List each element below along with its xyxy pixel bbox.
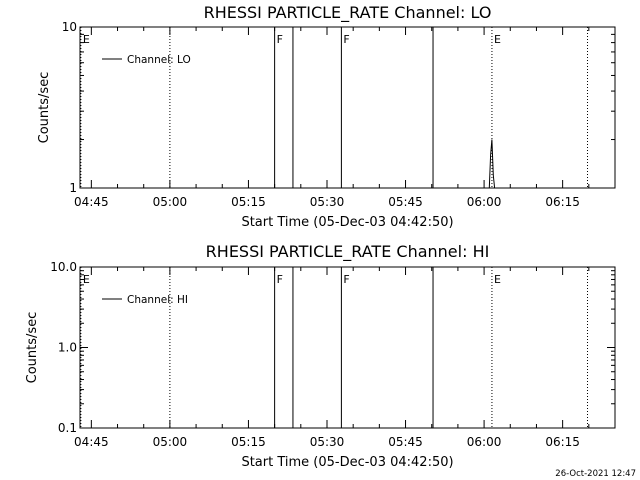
- event-marker-label: E: [83, 33, 90, 46]
- y-tick-label: 10: [62, 20, 77, 34]
- x-tick-label: 05:45: [388, 195, 423, 209]
- x-tick-label: 06:15: [545, 435, 580, 449]
- x-tick-label: 05:30: [310, 195, 345, 209]
- x-tick-label: 05:00: [153, 435, 188, 449]
- y-tick-label: 0.1: [58, 421, 77, 435]
- chart-title: RHESSI PARTICLE_RATE Channel: LO: [204, 3, 492, 23]
- event-marker-label: E: [494, 273, 501, 286]
- y-axis-label: Counts/sec: [37, 72, 52, 144]
- x-tick-label: 05:15: [231, 435, 266, 449]
- plot-timestamp: 26-Oct-2021 12:47: [555, 469, 636, 479]
- series-line: [488, 139, 496, 189]
- chart-title: RHESSI PARTICLE_RATE Channel: HI: [206, 242, 490, 262]
- x-tick-label: 05:45: [388, 435, 423, 449]
- y-tick-label: 1.0: [58, 341, 77, 355]
- x-tick-label: 05:30: [310, 435, 345, 449]
- x-tick-label: 04:45: [74, 435, 109, 449]
- y-tick-label: 1: [69, 181, 77, 195]
- y-axis-label: Counts/sec: [25, 312, 40, 384]
- x-tick-label: 05:00: [153, 195, 188, 209]
- x-tick-label: 05:15: [231, 195, 266, 209]
- event-marker-label: E: [83, 273, 90, 286]
- plot-frame: [79, 266, 616, 429]
- x-axis-label: Start Time (05-Dec-03 04:42:50): [241, 455, 453, 470]
- y-tick-label: 10.0: [50, 260, 77, 274]
- x-tick-label: 06:00: [467, 195, 502, 209]
- legend-label: Channel: HI: [127, 294, 188, 306]
- x-tick-label: 06:15: [545, 195, 580, 209]
- event-marker-label: F: [277, 33, 283, 46]
- x-tick-label: 06:00: [467, 435, 502, 449]
- x-axis-label: Start Time (05-Dec-03 04:42:50): [241, 215, 453, 230]
- event-marker-label: E: [494, 33, 501, 46]
- event-marker-label: F: [343, 33, 349, 46]
- event-marker-label: F: [277, 273, 283, 286]
- plot-frame: [79, 26, 616, 189]
- legend-label: Channel: LO: [127, 54, 191, 66]
- x-tick-label: 04:45: [74, 195, 109, 209]
- event-marker-label: F: [343, 273, 349, 286]
